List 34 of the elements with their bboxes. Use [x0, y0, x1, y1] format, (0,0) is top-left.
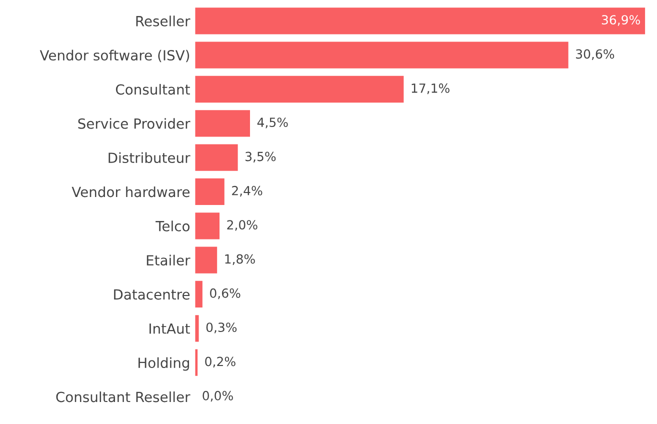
data-label: 0,6% [210, 288, 240, 300]
data-label: 1,8% [225, 254, 255, 265]
data-label: 3,5% [246, 152, 276, 162]
data-label: 2,4% [232, 186, 262, 197]
y-tick-label: Datacentre [114, 289, 190, 300]
bar [195, 246, 218, 274]
data-label: 4,5% [257, 118, 288, 128]
data-label: 0,0% [202, 390, 233, 402]
y-tick-label: Service Provider [78, 118, 190, 129]
y-tick-label: Etailer [146, 254, 190, 266]
y-tick-label: Distributeur [108, 152, 190, 164]
y-tick-label: Vendor software (ISV) [40, 50, 190, 62]
y-tick-label: Telco [156, 220, 190, 232]
bar [195, 144, 238, 171]
bar [195, 280, 202, 308]
bar [195, 8, 646, 34]
data-label: 0,2% [205, 356, 236, 368]
data-label: 17,1% [412, 83, 450, 94]
bar [195, 42, 568, 68]
y-tick-label: IntAut [150, 324, 190, 334]
bar [195, 178, 224, 206]
y-tick-label: Vendor hardware [72, 186, 190, 198]
y-tick-label: Reseller [136, 16, 190, 26]
bar [195, 315, 199, 342]
y-tick-label: Consultant Reseller [56, 391, 190, 402]
data-label: 0,3% [206, 322, 237, 334]
data-label: 36,9% [602, 15, 640, 26]
bar [195, 76, 404, 103]
bar [195, 110, 250, 137]
y-tick-label: Consultant [116, 84, 190, 95]
data-label: 2,0% [227, 220, 258, 231]
y-tick-label: Holding [138, 357, 190, 371]
bar [195, 212, 220, 240]
data-label: 30,6% [576, 49, 614, 60]
